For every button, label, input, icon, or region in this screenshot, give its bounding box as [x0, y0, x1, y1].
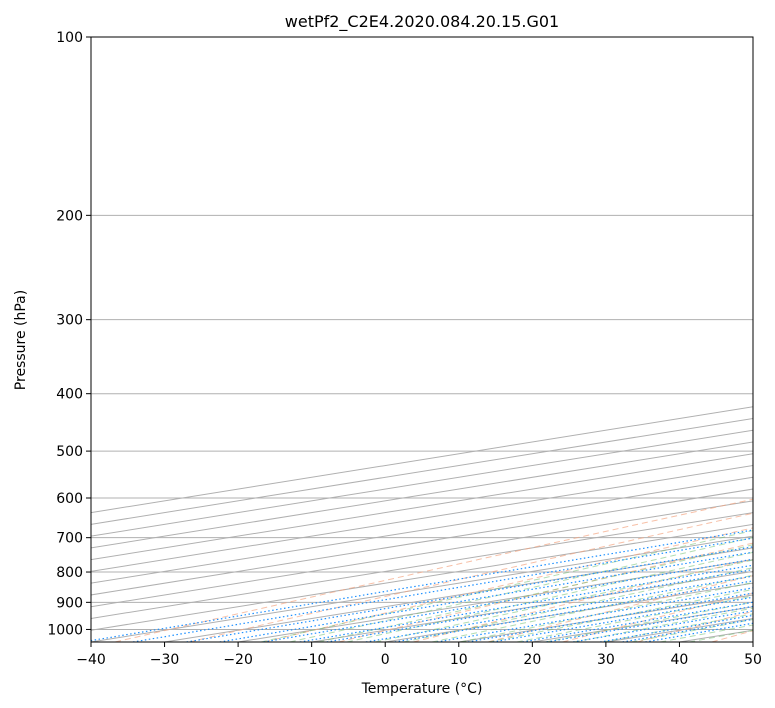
moist-adiabat-line: [289, 537, 753, 642]
moist-adiabat-line: [660, 624, 753, 642]
isotherm-line: [164, 547, 753, 642]
pressure-grid: [91, 37, 753, 630]
y-tick-label: 100: [56, 30, 83, 46]
background-lines: [91, 406, 753, 642]
mixing-ratio-line: [219, 551, 753, 642]
mixing-ratio-line: [263, 558, 753, 642]
x-tick-label: −10: [297, 652, 327, 668]
x-tick-label: 0: [381, 652, 390, 668]
x-tick-label: 20: [523, 652, 541, 668]
isotherm-line: [91, 476, 753, 584]
moist-adiabat-line: [403, 567, 753, 642]
x-tick-label: 50: [744, 652, 762, 668]
isotherm-line: [91, 523, 753, 631]
y-axis: 100 200 300 400 500 600 700 800 900 1000: [47, 30, 91, 638]
x-tick-label: 10: [450, 652, 468, 668]
moist-adiabat-line: [460, 581, 753, 642]
dry-adiabat-line: [264, 527, 753, 642]
x-tick-label: 40: [671, 652, 689, 668]
x-axis: −40 −30 −20 −10 0 10 20 30 40 50: [76, 642, 762, 668]
isotherm-line: [752, 641, 753, 642]
dry-adiabat-line: [338, 542, 753, 642]
y-tick-label: 400: [56, 387, 83, 403]
mixing-ratio-line: [132, 537, 753, 642]
isotherm-line: [91, 453, 753, 561]
moist-adiabat-line: [375, 559, 753, 642]
dry-adiabat-line: [189, 512, 753, 642]
y-tick-label: 300: [56, 313, 83, 329]
dry-adiabat-line: [711, 630, 753, 642]
y-tick-label: 500: [56, 444, 83, 460]
isotherm-line: [91, 500, 753, 608]
mixing-ratio-line: [394, 580, 753, 642]
plot-area: [91, 37, 753, 642]
isotherm-line: [532, 606, 753, 642]
chart-title: wetPf2_C2E4.2020.084.20.15.G01: [285, 12, 559, 32]
y-tick-label: 900: [56, 595, 83, 611]
plot-frame: [90, 36, 754, 643]
y-tick-label: 1000: [47, 622, 83, 638]
x-axis-label: Temperature (°C): [361, 681, 483, 697]
y-tick-label: 800: [56, 565, 83, 581]
isotherm-line: [91, 441, 753, 549]
x-tick-label: 30: [597, 652, 615, 668]
moist-adiabat-line: [431, 574, 753, 642]
y-axis-label: Pressure (hPa): [13, 290, 29, 390]
x-tick-label: −30: [150, 652, 180, 668]
x-tick-label: −40: [76, 652, 106, 668]
isotherm-line: [91, 512, 753, 619]
isotherm-line: [385, 582, 753, 642]
y-tick-label: 200: [56, 208, 83, 224]
dry-adiabat-line: [487, 575, 753, 642]
mixing-ratio-line: [622, 618, 753, 642]
isotherm-line: [91, 465, 753, 572]
mixing-ratio-line: [326, 568, 753, 642]
mixing-ratio-line: [299, 564, 753, 642]
mixing-ratio-line: [599, 614, 753, 642]
x-tick-label: −20: [223, 652, 253, 668]
isotherm-line: [91, 535, 753, 642]
y-tick-label: 700: [56, 531, 83, 547]
dry-adiabat-line: [413, 558, 753, 642]
dry-adiabat-line: [562, 592, 753, 642]
isotherm-line: [311, 570, 753, 642]
isotherm-line: [91, 488, 753, 596]
y-tick-label: 600: [56, 491, 83, 507]
